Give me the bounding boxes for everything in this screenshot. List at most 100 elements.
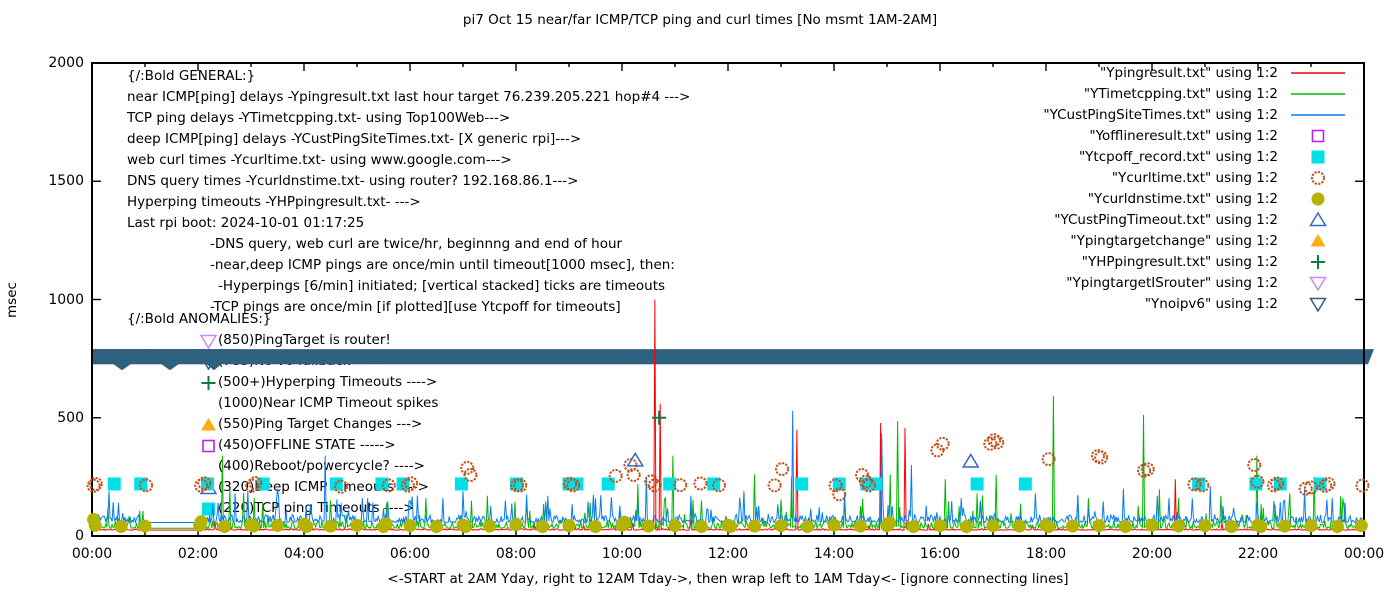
legend-item: "YCustPingSiteTimes.txt" using 1:2	[1043, 104, 1348, 125]
legend-swatch-line	[1291, 92, 1345, 95]
data-point	[1321, 476, 1336, 491]
data-point	[403, 519, 417, 533]
data-point	[615, 518, 629, 532]
data-point	[854, 519, 867, 533]
legend-swatch-triangle-up-filled	[1310, 233, 1326, 246]
data-point	[883, 516, 897, 530]
data-point	[88, 476, 103, 491]
x-tick-label: 08:00	[495, 546, 537, 562]
general-header: {/:Bold GENERAL:}	[127, 68, 256, 84]
note-line: Hyperping timeouts -YHPpingresult.txt- -…	[127, 194, 421, 210]
data-point	[707, 477, 721, 491]
data-point	[987, 433, 1002, 448]
legend-label: "Ypingtargetchange" using 1:2	[1070, 232, 1278, 249]
legend-item: "Ynoipv6" using 1:2	[1043, 293, 1348, 314]
data-point	[1270, 476, 1285, 491]
data-point	[454, 477, 468, 491]
anomaly-icon-glyph	[200, 355, 217, 370]
data-point	[970, 477, 984, 491]
data-point	[1042, 520, 1056, 534]
note-line: TCP ping delays -YTimetcpping.txt- using…	[127, 110, 511, 126]
data-point	[828, 478, 843, 493]
data-point	[1041, 452, 1056, 467]
legend-item: "YHPpingresult.txt" using 1:2	[1043, 251, 1348, 272]
data-point	[711, 478, 726, 493]
data-point	[748, 519, 761, 533]
square-open-icon	[200, 438, 217, 454]
data-point	[1266, 478, 1281, 493]
x-tick-label: 00:00	[71, 546, 113, 562]
anomaly-icon-glyph	[201, 375, 216, 390]
legend-swatch-square-open	[1311, 129, 1325, 142]
data-point	[244, 518, 258, 532]
legend-swatch-circle-filled	[1311, 192, 1325, 205]
legend-label: "Ynoipv6" using 1:2	[1144, 295, 1278, 312]
anomaly-line: (550)Ping Target Changes --->	[127, 414, 438, 435]
data-point	[297, 517, 311, 531]
data-point	[1172, 519, 1185, 533]
anomaly-line: (400)Reboot/powercycle? ---->	[218, 458, 425, 474]
anomaly-line: (220)TCP ping Timeouts ---->	[127, 498, 438, 519]
data-point	[880, 519, 894, 533]
legend-label: "YHPpingresult.txt" using 1:2	[1081, 253, 1278, 270]
data-point	[1250, 474, 1265, 489]
legend-item: "Yofflineresult.txt" using 1:2	[1043, 125, 1348, 146]
data-point	[721, 518, 735, 532]
legend-label: "Ycurltime.txt" using 1:2	[1111, 169, 1278, 186]
data-point	[1225, 520, 1238, 534]
data-point	[324, 519, 337, 533]
data-point	[562, 477, 576, 491]
data-point	[1247, 458, 1262, 473]
data-point	[430, 520, 443, 534]
data-point	[300, 520, 314, 534]
legend-item: "YTimetcpping.txt" using 1:2	[1043, 83, 1348, 104]
data-point	[87, 512, 101, 526]
legend-item: "Ypingtargetchange" using 1:2	[1043, 230, 1348, 251]
data-point	[983, 436, 998, 451]
x-tick-label: 10:00	[601, 546, 643, 562]
data-point	[1119, 520, 1132, 534]
legend-label: "YCustPingTimeout.txt" using 1:2	[1054, 211, 1278, 228]
data-point	[193, 518, 207, 532]
data-point	[1137, 463, 1152, 478]
data-point	[601, 477, 615, 491]
legend-label: "YCustPingSiteTimes.txt" using 1:2	[1043, 106, 1278, 123]
anomaly-icon-glyph	[200, 479, 217, 494]
data-point	[795, 477, 809, 491]
legend-marker	[1311, 254, 1325, 269]
x-tick-label: 20:00	[1131, 546, 1173, 562]
data-point	[1355, 478, 1370, 493]
triangle-up-filled-icon	[200, 417, 217, 433]
data-point	[589, 520, 602, 534]
x-tick-label: 18:00	[1025, 546, 1067, 562]
data-point	[456, 518, 470, 532]
data-point	[509, 518, 523, 532]
data-point	[247, 519, 261, 533]
data-point	[668, 519, 682, 533]
data-point	[1304, 519, 1318, 533]
data-point	[510, 478, 525, 493]
legend-label: "Ypingresult.txt" using 1:2	[1100, 64, 1278, 81]
data-point	[1094, 450, 1109, 465]
data-point	[379, 517, 393, 531]
data-point	[463, 467, 478, 482]
data-point	[536, 520, 549, 534]
data-point	[990, 435, 1005, 450]
triangle-down-open-icon	[200, 333, 217, 349]
legend-marker	[1311, 150, 1325, 163]
data-point	[460, 460, 475, 475]
data-point	[1198, 519, 1212, 533]
legend-item: "Ycurldnstime.txt" using 1:2	[1043, 188, 1348, 209]
x-tick-label: 12:00	[707, 546, 749, 562]
data-point	[933, 519, 947, 533]
data-point	[1278, 519, 1291, 533]
data-point	[218, 520, 231, 534]
note-line: -DNS query, web curl are twice/hr, begin…	[210, 236, 623, 252]
data-point	[724, 520, 738, 534]
data-point	[483, 519, 496, 533]
legend-swatch-circle-open	[1311, 170, 1325, 185]
anomalies-notes: {/:Bold ANOMALIES:} (850)PingTarget is ro…	[127, 309, 438, 519]
data-point	[510, 477, 524, 491]
data-point	[350, 518, 364, 532]
